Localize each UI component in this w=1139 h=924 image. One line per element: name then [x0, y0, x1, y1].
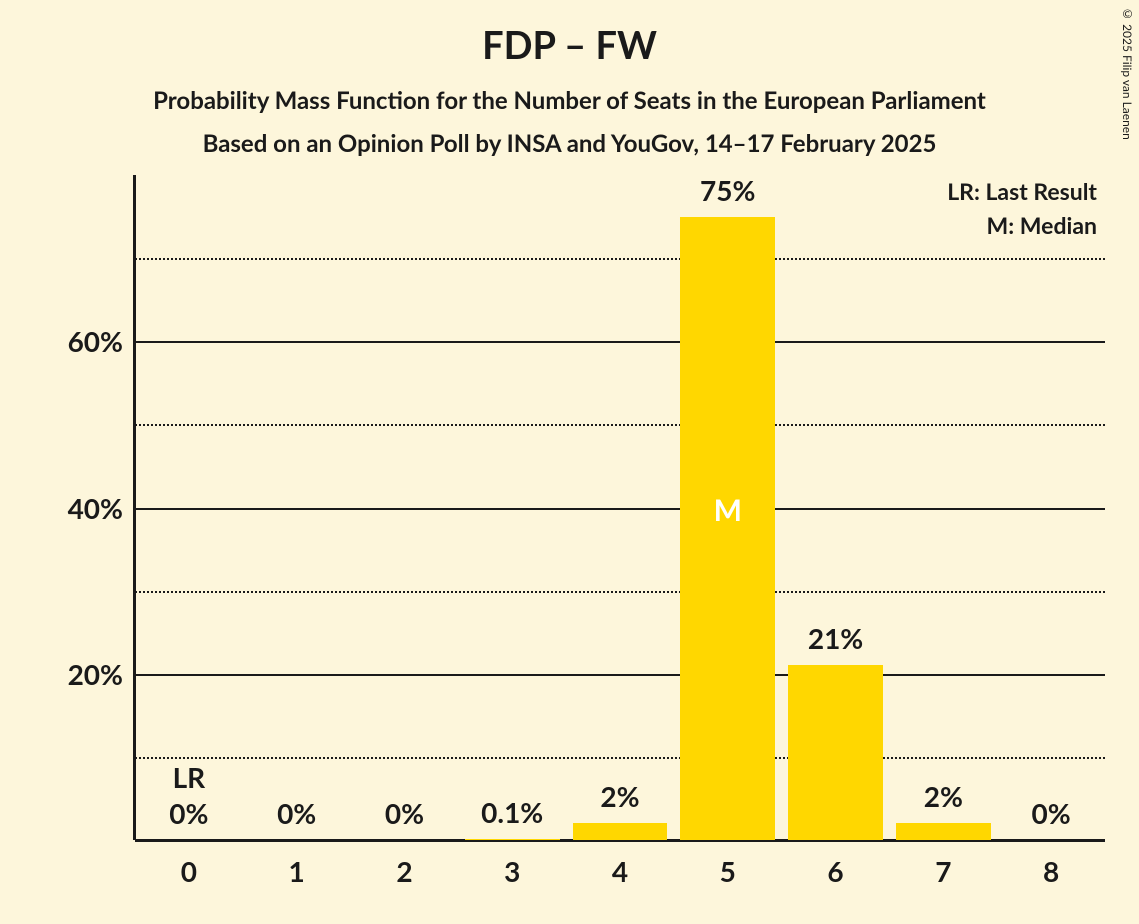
gridline-major [135, 508, 1105, 510]
median-marker: M [714, 492, 742, 528]
x-axis-label: 7 [935, 854, 951, 888]
bar-value-label: 0% [385, 796, 424, 830]
bar-value-label: 0% [1032, 796, 1071, 830]
y-axis-label: 20% [68, 657, 123, 691]
x-axis-label: 6 [827, 854, 843, 888]
chart-title: FDP – FW [0, 0, 1139, 68]
bar-value-label: 0.1% [481, 795, 543, 829]
bar-value-label: 0% [277, 796, 316, 830]
x-axis-label: 5 [720, 854, 736, 888]
gridline-minor [135, 424, 1105, 426]
gridline-minor [135, 591, 1105, 593]
bar [788, 665, 883, 840]
chart-plot-area: 20%40%60%0%00%10%20.1%32%475%521%62%70%8… [135, 175, 1105, 840]
legend-median: M: Median [947, 211, 1097, 239]
bar-value-label: 21% [808, 621, 863, 655]
bar [896, 823, 991, 840]
copyright-text: © 2025 Filip van Laenen [1120, 6, 1135, 140]
bar [680, 217, 775, 840]
gridline-major [135, 674, 1105, 676]
y-axis-line [133, 175, 136, 840]
bar [573, 823, 668, 840]
x-axis-label: 4 [612, 854, 628, 888]
gridline-minor [135, 757, 1105, 759]
gridline-major [135, 341, 1105, 343]
x-axis-label: 0 [181, 854, 197, 888]
bar-value-label: 0% [169, 796, 208, 830]
bar-value-label: 2% [924, 779, 963, 813]
x-axis-label: 3 [504, 854, 520, 888]
bar [465, 839, 560, 840]
legend-lr: LR: Last Result [947, 177, 1097, 205]
gridline-minor [135, 258, 1105, 260]
x-axis-label: 2 [396, 854, 412, 888]
chart-subtitle-2: Based on an Opinion Poll by INSA and You… [0, 129, 1139, 158]
bar-value-label: 2% [600, 779, 639, 813]
y-axis-label: 40% [68, 491, 123, 525]
legend: LR: Last Result M: Median [947, 177, 1097, 239]
bar-value-label: 75% [700, 173, 755, 207]
x-axis-label: 1 [289, 854, 305, 888]
x-axis-label: 8 [1043, 854, 1059, 888]
last-result-marker: LR [173, 760, 206, 794]
chart-subtitle-1: Probability Mass Function for the Number… [0, 86, 1139, 115]
y-axis-label: 60% [68, 324, 123, 358]
